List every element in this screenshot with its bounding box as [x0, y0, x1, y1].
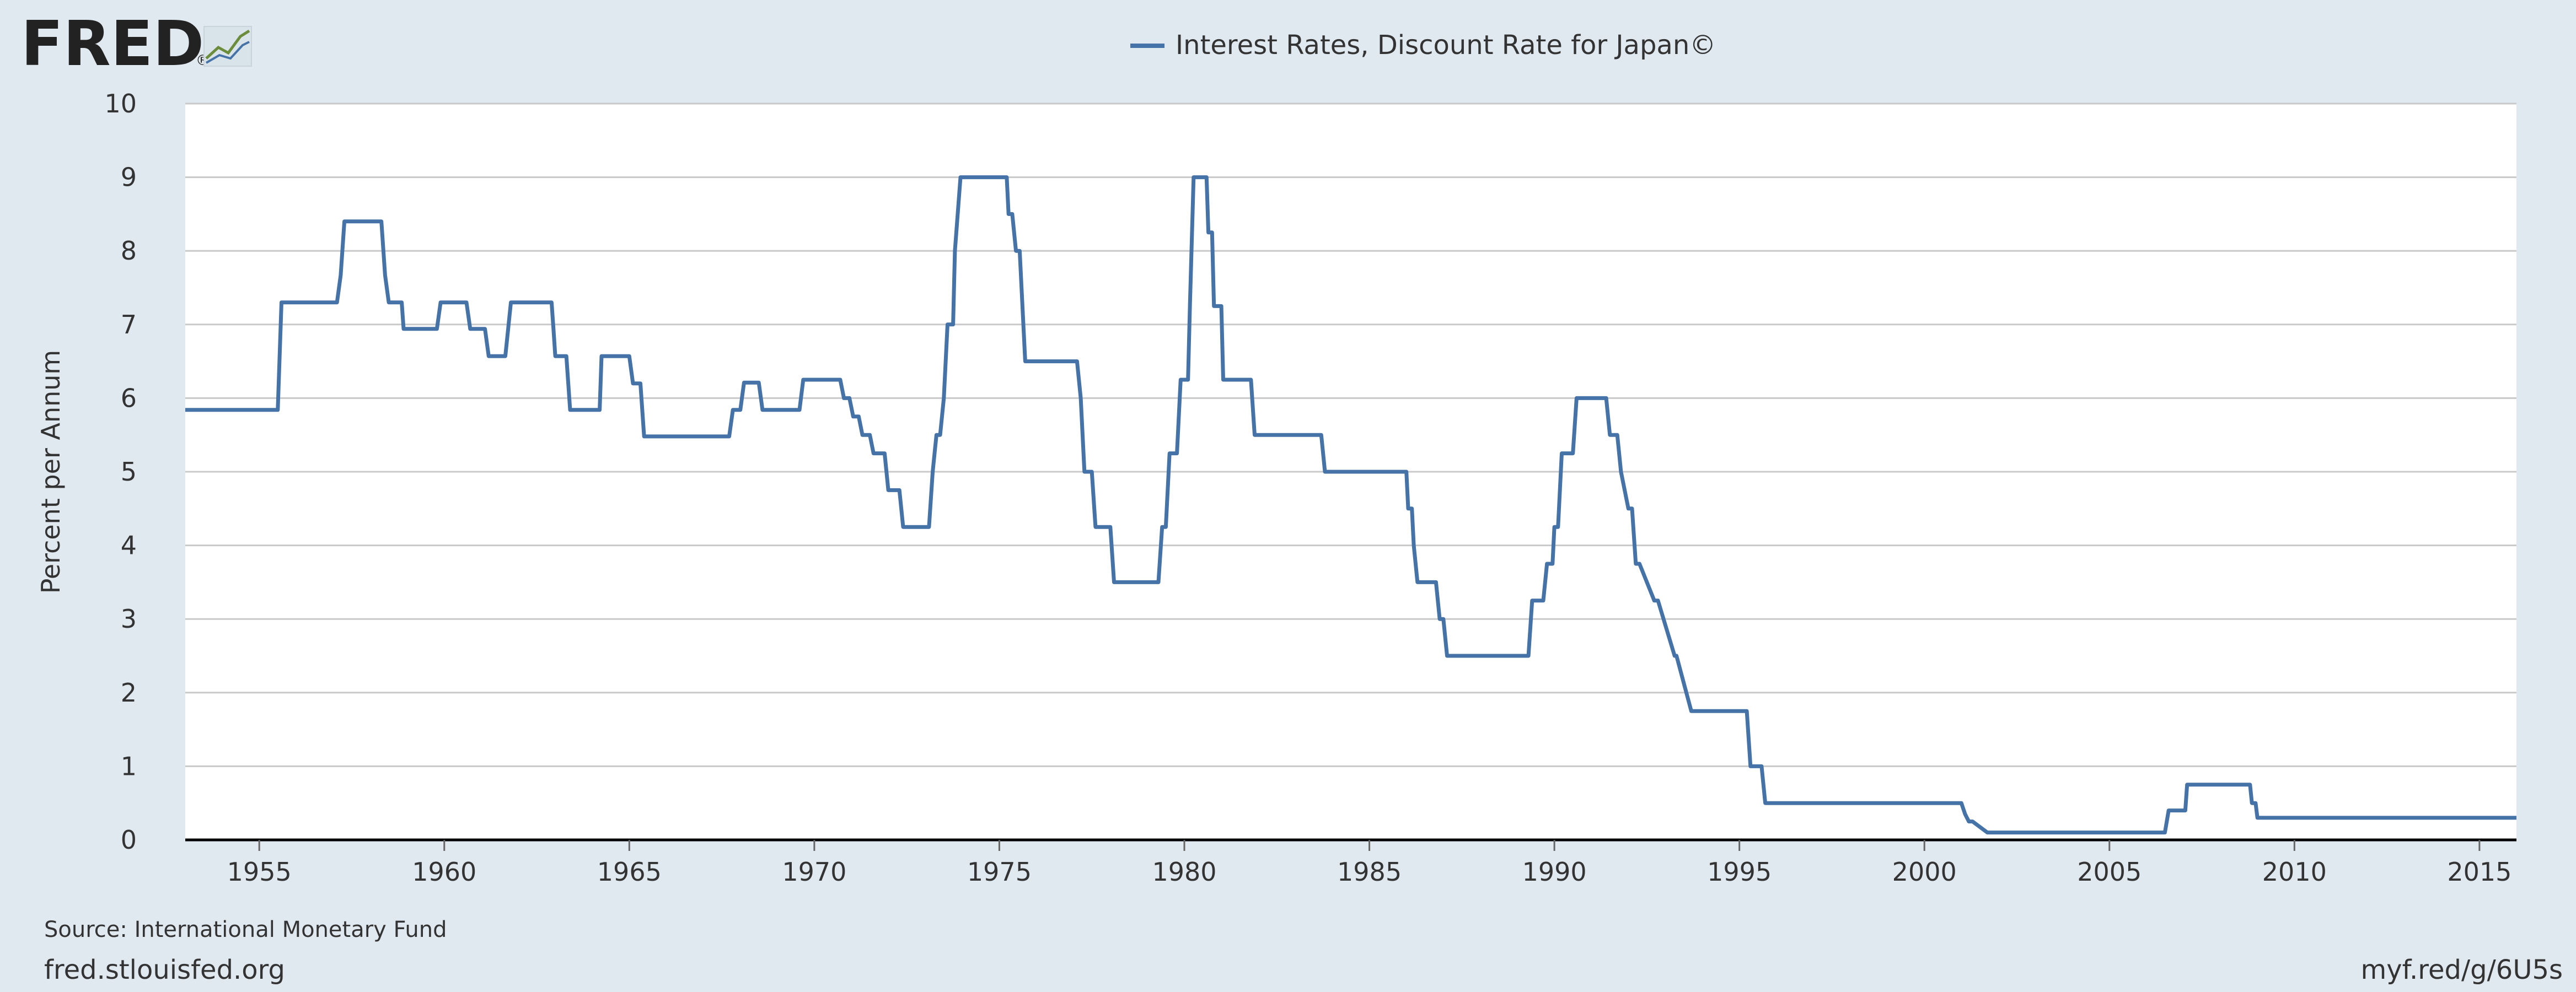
- x-tick-label: 1955: [227, 857, 292, 887]
- source-note: Source: International Monetary Fund: [44, 917, 447, 942]
- x-tick-label: 1965: [597, 857, 662, 887]
- legend-label: Interest Rates, Discount Rate for Japan©: [1176, 30, 1716, 61]
- x-tick-label: 2005: [2077, 857, 2142, 887]
- fred-site-link[interactable]: fred.stlouisfed.org: [44, 955, 286, 985]
- short-url-link[interactable]: myf.red/g/6U5s: [2360, 955, 2563, 985]
- x-tick-label: 1985: [1337, 857, 1402, 887]
- x-tick-label: 2000: [1892, 857, 1957, 887]
- y-tick-label: 4: [121, 531, 137, 560]
- y-axis-ticks: 0 1 2 3 4 5 6 7 8 9 10: [104, 89, 137, 855]
- x-tick-label: 1970: [782, 857, 846, 887]
- x-tick-label: 1980: [1152, 857, 1216, 887]
- x-axis-ticks: 1955 1960 1965 1970 1975 1980 1985 1990 1995 2000…: [227, 840, 2511, 887]
- y-tick-label: 2: [121, 678, 137, 708]
- gridlines: [185, 103, 2516, 767]
- x-tick-label: 1960: [412, 857, 476, 887]
- x-tick-label: 1990: [1522, 857, 1587, 887]
- series-line-discount-rate-japan: [185, 175, 2516, 835]
- x-tick-label: 1995: [1707, 857, 1772, 887]
- y-tick-label: 10: [104, 89, 137, 118]
- x-tick-label: 2010: [2262, 857, 2327, 887]
- x-tick-label: 2015: [2447, 857, 2511, 887]
- x-tick-label: 1975: [967, 857, 1032, 887]
- y-tick-label: 7: [121, 310, 137, 339]
- fred-logo-text: FRED: [21, 8, 204, 80]
- y-tick-label: 8: [121, 236, 137, 266]
- y-tick-label: 3: [121, 604, 137, 634]
- y-tick-label: 6: [121, 383, 137, 413]
- fred-logo[interactable]: FRED ®: [21, 8, 252, 80]
- y-tick-label: 0: [121, 825, 137, 855]
- fred-graph-icon: [203, 26, 252, 67]
- y-tick-label: 9: [121, 163, 137, 192]
- y-tick-label: 5: [121, 457, 137, 487]
- y-axis-label: Percent per Annum: [36, 350, 66, 594]
- chart-legend: Interest Rates, Discount Rate for Japan©: [1130, 30, 1716, 61]
- y-tick-label: 1: [121, 751, 137, 781]
